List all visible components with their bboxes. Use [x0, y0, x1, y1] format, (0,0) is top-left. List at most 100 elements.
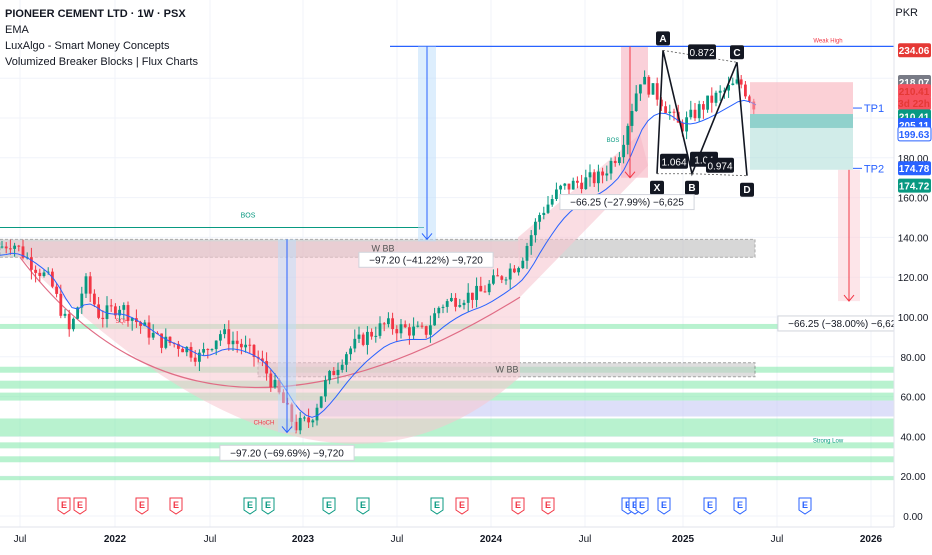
- candle: [38, 272, 42, 276]
- candle: [143, 322, 147, 326]
- candle: [408, 327, 411, 336]
- candle: [9, 248, 12, 250]
- annotation-label: Strong Low: [813, 438, 844, 444]
- earnings-marker: [657, 497, 671, 515]
- y-tick-label: 0.00: [903, 512, 923, 523]
- harmonic-ratio-badge: [688, 44, 716, 60]
- harmonic-ratio-label: 1.064: [661, 157, 686, 168]
- pink-block: [621, 46, 648, 178]
- harmonic-ratio-label: 0.872: [689, 48, 714, 59]
- indicator-ema[interactable]: EMA: [5, 24, 29, 36]
- chart-legend: PIONEER CEMENT LTD · 1W · PSX EMA LuxAlg…: [5, 6, 198, 70]
- measure-label: −66.25 (−27.99%) −6,625: [570, 198, 684, 209]
- x-tick-label: Jul: [391, 534, 404, 545]
- candle: [697, 104, 701, 119]
- earnings-marker-label: E: [802, 500, 808, 510]
- candle: [723, 90, 726, 92]
- candle: [710, 95, 714, 103]
- candle: [685, 117, 688, 132]
- candle: [235, 340, 239, 344]
- candle: [46, 271, 50, 273]
- candle: [214, 340, 218, 350]
- measure-arrow-head: [281, 426, 293, 434]
- candle: [500, 276, 504, 280]
- x-tick-label: 2023: [292, 534, 315, 545]
- entry-zone: [750, 114, 853, 128]
- candle: [303, 417, 306, 419]
- candle: [105, 305, 109, 319]
- candle: [210, 349, 214, 351]
- harmonic-ratio-badge: [706, 157, 734, 173]
- candle: [601, 171, 604, 176]
- price-badge-label: 234.06: [899, 46, 930, 57]
- candle: [437, 307, 441, 314]
- candle: [588, 172, 592, 178]
- candle: [718, 90, 722, 93]
- candle: [298, 417, 302, 431]
- stop-zone: [750, 82, 853, 115]
- x-tick-label: Jul: [14, 534, 27, 545]
- candle: [681, 122, 684, 132]
- annotation-label: BOS: [607, 138, 620, 144]
- earnings-marker: [322, 497, 336, 515]
- price-badge-label: 210.41: [899, 87, 930, 98]
- annotation-label: W BB: [495, 365, 518, 375]
- candle: [244, 344, 247, 348]
- candle: [88, 276, 92, 294]
- candle: [660, 99, 663, 107]
- annotation-label: Weak High: [813, 38, 842, 44]
- candle: [613, 160, 617, 164]
- indicator-smc[interactable]: LuxAlgo - Smart Money Concepts: [5, 40, 170, 52]
- earnings-marker-label: E: [326, 500, 332, 510]
- price-badge-label: 218.07: [899, 78, 930, 89]
- indicator-breaker-blocks[interactable]: Volumized Breaker Blocks | Flux Charts: [5, 56, 198, 68]
- liquidity-zone: [0, 418, 894, 437]
- candle: [67, 313, 71, 330]
- earnings-marker-label: E: [661, 500, 667, 510]
- candle: [374, 335, 378, 337]
- x-tick-label: Jul: [579, 534, 592, 545]
- earnings-marker-label: E: [737, 500, 743, 510]
- measure-label-box: [559, 194, 695, 211]
- x-tick-label: 2026: [860, 534, 883, 545]
- candle: [324, 380, 327, 397]
- candle: [30, 257, 33, 270]
- candle: [739, 79, 743, 85]
- candle: [248, 344, 252, 346]
- candle: [84, 276, 88, 294]
- harmonic-point-label: A: [659, 34, 666, 45]
- candle: [559, 185, 562, 190]
- candle: [59, 293, 63, 316]
- earnings-marker-label: E: [434, 500, 440, 510]
- candle: [126, 305, 130, 321]
- candle: [693, 109, 697, 119]
- candle: [567, 183, 571, 190]
- earnings-marker: [261, 497, 275, 515]
- candle: [227, 329, 231, 345]
- harmonic-point-badge: [650, 180, 664, 195]
- y-tick-label: 60.00: [900, 393, 925, 404]
- candle: [538, 215, 541, 222]
- candle: [748, 96, 751, 102]
- y-tick-label: 40.00: [900, 432, 925, 443]
- candle: [609, 160, 613, 174]
- earnings-marker-label: E: [459, 500, 465, 510]
- candle: [345, 354, 348, 365]
- candle: [252, 344, 256, 357]
- candle: [647, 76, 651, 95]
- candle: [403, 324, 407, 328]
- candle: [735, 79, 739, 84]
- candle: [521, 260, 525, 269]
- candle: [542, 212, 546, 216]
- earnings-marker-label: E: [265, 500, 271, 510]
- candle: [72, 318, 75, 330]
- candle: [429, 325, 432, 335]
- candle: [151, 332, 155, 338]
- candle: [458, 305, 462, 307]
- candle: [466, 292, 470, 303]
- candle: [198, 352, 201, 362]
- price-badge-label: 174.72: [899, 182, 930, 193]
- earnings-marker-label: E: [639, 500, 645, 510]
